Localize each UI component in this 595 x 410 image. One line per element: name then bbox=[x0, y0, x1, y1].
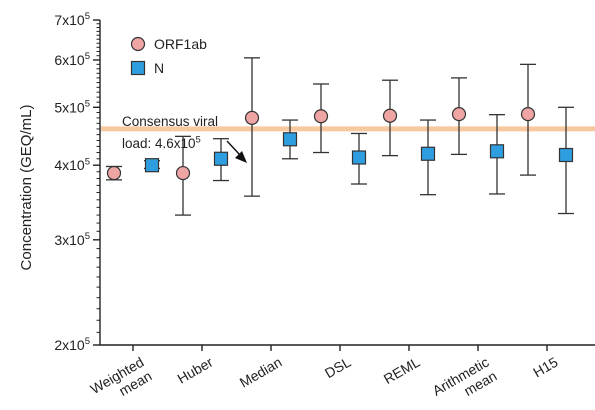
x-tick-label: REML bbox=[381, 354, 423, 387]
n-point bbox=[351, 150, 367, 165]
legend-label: N bbox=[154, 60, 164, 76]
y-ticks: 2x105 3x105 4x105 5x105 6x105 7x105 bbox=[54, 11, 100, 353]
n-point bbox=[489, 144, 505, 159]
x-tick-label: H15 bbox=[530, 354, 560, 381]
orf1ab-point bbox=[382, 108, 398, 123]
x-tick-label-line: H15 bbox=[530, 354, 560, 381]
annotation-text: load: 4.6x105 bbox=[122, 134, 201, 151]
orf1ab-point bbox=[106, 165, 122, 181]
annotation-arrow-line bbox=[226, 140, 241, 156]
legend-orf1ab-marker bbox=[130, 36, 146, 52]
x-tick-label-line: Median bbox=[237, 354, 285, 391]
legend-n-marker bbox=[130, 60, 146, 76]
y-tick-label: 2x105 bbox=[54, 336, 90, 353]
y-tick-label: 3x105 bbox=[54, 231, 90, 248]
x-tick-label-line: REML bbox=[381, 354, 423, 387]
y-tick-label: 6x105 bbox=[54, 51, 90, 68]
x-tick-label-line: DSL bbox=[322, 354, 354, 382]
orf1ab-point bbox=[520, 107, 536, 122]
x-tick-label: DSL bbox=[322, 354, 354, 382]
y-tick-label: 4x105 bbox=[54, 156, 90, 173]
n-point bbox=[420, 146, 436, 161]
x-tick-label-line: Huber bbox=[174, 354, 215, 387]
data-points bbox=[106, 57, 574, 216]
axes bbox=[99, 20, 595, 346]
n-point bbox=[282, 132, 298, 147]
n-point bbox=[558, 147, 574, 163]
annotation-arrow-head bbox=[235, 151, 247, 163]
y-tick-label: 5x105 bbox=[54, 98, 90, 115]
n-point bbox=[213, 151, 229, 166]
y-axis-label: Concentration (GEQ/mL) bbox=[18, 105, 35, 271]
x-tick-label: Huber bbox=[174, 354, 215, 387]
x-tick-label: Median bbox=[237, 354, 285, 391]
legend-label: ORF1ab bbox=[154, 36, 207, 52]
orf1ab-point bbox=[313, 109, 329, 124]
legend: ORF1ab N bbox=[130, 36, 207, 76]
n-point bbox=[144, 158, 160, 173]
orf1ab-point bbox=[175, 165, 191, 181]
orf1ab-point bbox=[244, 110, 260, 125]
orf1ab-point bbox=[451, 107, 467, 122]
reference-annotation: Consensus viral load: 4.6x105 bbox=[122, 114, 247, 163]
y-tick-label: 7x105 bbox=[54, 11, 90, 28]
annotation-text: Consensus viral bbox=[122, 114, 218, 129]
